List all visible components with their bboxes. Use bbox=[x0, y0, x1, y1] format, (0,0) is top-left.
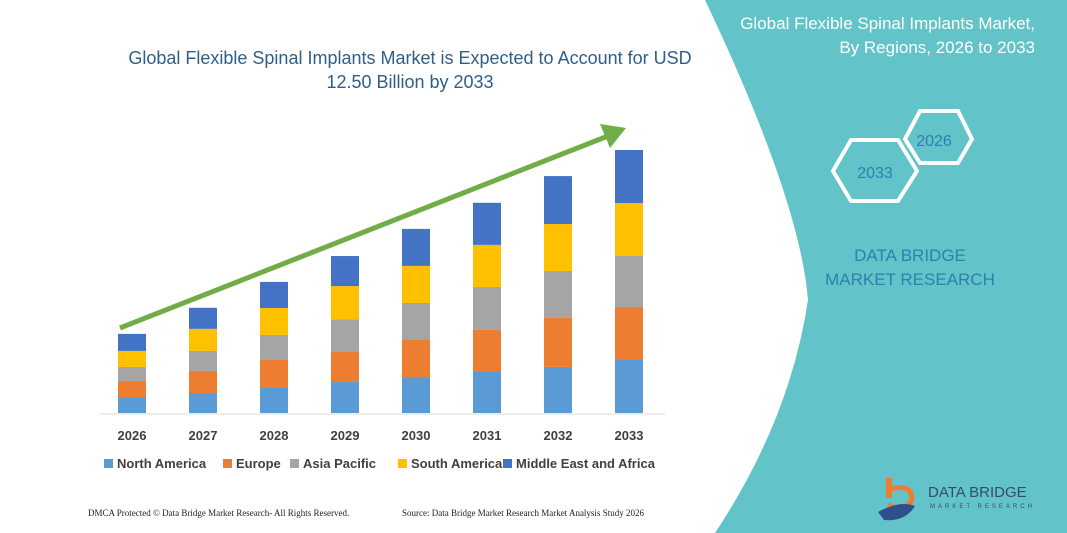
hex-label-2033: 2033 bbox=[857, 165, 893, 182]
bar-segment-2030-middle-east-and-africa bbox=[402, 228, 430, 266]
footer-copyright: DMCA Protected © Data Bridge Market Rese… bbox=[88, 508, 350, 518]
bar-segment-2030-europe bbox=[402, 339, 430, 378]
bar-segment-2029-asia-pacific bbox=[331, 319, 359, 352]
bar-segment-2029-middle-east-and-africa bbox=[331, 256, 359, 287]
trend-arrow-head bbox=[600, 124, 626, 148]
bar-segment-2033-north-america bbox=[615, 359, 643, 413]
bar-segment-2032-north-america bbox=[544, 366, 572, 413]
bar-segment-2033-asia-pacific bbox=[615, 256, 643, 307]
bar-segment-2028-asia-pacific bbox=[260, 334, 288, 360]
brand-text: DATA BRIDGE MARKET RESEARCH bbox=[825, 246, 995, 289]
footer-source: Source: Data Bridge Market Research Mark… bbox=[402, 508, 644, 518]
bar-segment-2032-europe bbox=[544, 317, 572, 367]
x-tick-label: 2028 bbox=[260, 428, 289, 443]
hexagon-2026 bbox=[902, 109, 975, 165]
bar-segment-2028-europe bbox=[260, 359, 288, 388]
hexagon-2033 bbox=[830, 138, 920, 203]
bar-segment-2031-middle-east-and-africa bbox=[473, 202, 501, 245]
bar-segment-2027-asia-pacific bbox=[189, 350, 217, 371]
trend-arrow-line bbox=[119, 133, 609, 331]
bar-segment-2026-south-america bbox=[118, 350, 146, 367]
logo-icon bbox=[878, 478, 915, 521]
legend-swatch bbox=[290, 459, 299, 468]
x-tick-label: 2027 bbox=[189, 428, 218, 443]
bar-segment-2028-south-america bbox=[260, 308, 288, 335]
stacked-bar-chart: 2026 2027 2028 2029 2030 2031 2032 2033 North Am… bbox=[100, 124, 665, 471]
x-tick-label: 2026 bbox=[118, 428, 147, 443]
bar-segment-2033-middle-east-and-africa bbox=[615, 150, 643, 204]
bar-segment-2030-south-america bbox=[402, 265, 430, 303]
legend-label: North America bbox=[117, 456, 207, 471]
bar-segment-2029-europe bbox=[331, 351, 359, 383]
legend-label: Asia Pacific bbox=[303, 456, 376, 471]
bar-segment-2030-asia-pacific bbox=[402, 302, 430, 340]
legend-label: South America bbox=[411, 456, 503, 471]
logo-name: DATA BRIDGE bbox=[928, 484, 1027, 501]
bar-segment-2032-asia-pacific bbox=[544, 270, 572, 318]
bar-segment-2029-south-america bbox=[331, 286, 359, 320]
bar-segment-2027-middle-east-and-africa bbox=[189, 307, 217, 329]
x-tick-label: 2029 bbox=[331, 428, 360, 443]
bar-segment-2033-europe bbox=[615, 306, 643, 360]
legend-label: Europe bbox=[236, 456, 281, 471]
bar-segment-2029-north-america bbox=[331, 382, 359, 413]
x-tick-label: 2032 bbox=[544, 428, 573, 443]
x-tick-label: 2031 bbox=[473, 428, 502, 443]
x-tick-label: 2033 bbox=[615, 428, 644, 443]
bar-segment-2026-middle-east-and-africa bbox=[118, 333, 146, 351]
bar-segment-2027-north-america bbox=[189, 393, 217, 413]
bar-segment-2033-south-america bbox=[615, 203, 643, 257]
bar-segment-2026-asia-pacific bbox=[118, 366, 146, 382]
hex-label-2026: 2026 bbox=[916, 133, 952, 150]
legend-swatch bbox=[503, 459, 512, 468]
bar-segment-2031-europe bbox=[473, 329, 501, 372]
bar-segment-2031-north-america bbox=[473, 371, 501, 413]
x-tick-label: 2030 bbox=[402, 428, 431, 443]
legend-swatch bbox=[398, 459, 407, 468]
bar-segment-2028-middle-east-and-africa bbox=[260, 281, 288, 309]
bar-segment-2031-asia-pacific bbox=[473, 286, 501, 330]
panel-title: Global Flexible Spinal Implants Market, … bbox=[740, 14, 1035, 57]
bar-segment-2028-north-america bbox=[260, 387, 288, 413]
chart-title: Global Flexible Spinal Implants Market i… bbox=[128, 48, 692, 92]
logo-subtitle: MARKET RESEARCH bbox=[930, 504, 1035, 510]
bar-segment-2032-south-america bbox=[544, 224, 572, 271]
legend-swatch bbox=[223, 459, 232, 468]
bar-segment-2032-middle-east-and-africa bbox=[544, 176, 572, 225]
bar-segment-2027-south-america bbox=[189, 328, 217, 351]
teal-panel bbox=[705, 0, 1067, 533]
bar-segment-2026-north-america bbox=[118, 397, 146, 413]
legend-swatch bbox=[104, 459, 113, 468]
legend-label: Middle East and Africa bbox=[516, 456, 656, 471]
bar-segment-2027-europe bbox=[189, 370, 217, 394]
bar-segment-2030-north-america bbox=[402, 377, 430, 413]
bar-segment-2031-south-america bbox=[473, 244, 501, 287]
bar-segment-2026-europe bbox=[118, 381, 146, 398]
